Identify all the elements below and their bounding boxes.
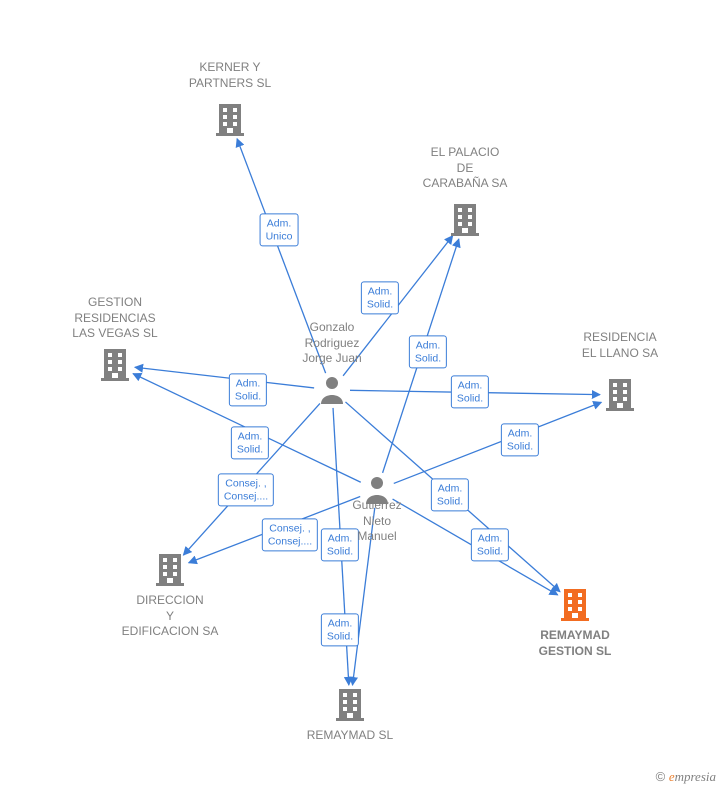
node-label: RESIDENCIA EL LLANO SA (582, 330, 658, 361)
edge-label: Adm. Solid. (451, 375, 489, 408)
node-label: Gutierrez Nieto Manuel (352, 498, 401, 545)
building-icon[interactable] (336, 689, 364, 721)
edge-label: Consej. , Consej.... (218, 473, 274, 506)
node-label: GESTION RESIDENCIAS LAS VEGAS SL (72, 295, 157, 342)
building-icon[interactable] (561, 589, 589, 621)
node-label: EL PALACIO DE CARABAÑA SA (423, 145, 508, 192)
building-icon[interactable] (606, 379, 634, 411)
node-label: Gonzalo Rodriguez Jorge Juan (302, 320, 361, 367)
person-icon[interactable] (321, 377, 343, 404)
copyright-symbol: © (656, 769, 666, 784)
edge-label: Adm. Solid. (471, 528, 509, 561)
edge-label: Adm. Solid. (501, 423, 539, 456)
edge-label: Adm. Solid. (431, 478, 469, 511)
edge (394, 402, 602, 483)
network-canvas (0, 0, 728, 795)
edge-label: Adm. Solid. (409, 335, 447, 368)
brand: empresia (669, 769, 716, 784)
edge (135, 367, 314, 388)
edge-label: Adm. Solid. (229, 373, 267, 406)
node-label: REMAYMAD GESTION SL (539, 628, 612, 659)
building-icon[interactable] (451, 204, 479, 236)
building-icon[interactable] (101, 349, 129, 381)
edge-label: Adm. Solid. (361, 281, 399, 314)
node-label: DIRECCION Y EDIFICACION SA (122, 593, 219, 640)
node-label: KERNER Y PARTNERS SL (189, 60, 271, 91)
copyright: © empresia (656, 769, 716, 785)
edge-label: Adm. Unico (260, 213, 299, 246)
edge-label: Consej. , Consej.... (262, 518, 318, 551)
building-icon[interactable] (216, 104, 244, 136)
edge-label: Adm. Solid. (231, 426, 269, 459)
edge-label: Adm. Solid. (321, 613, 359, 646)
node-label: REMAYMAD SL (307, 728, 393, 744)
building-icon[interactable] (156, 554, 184, 586)
